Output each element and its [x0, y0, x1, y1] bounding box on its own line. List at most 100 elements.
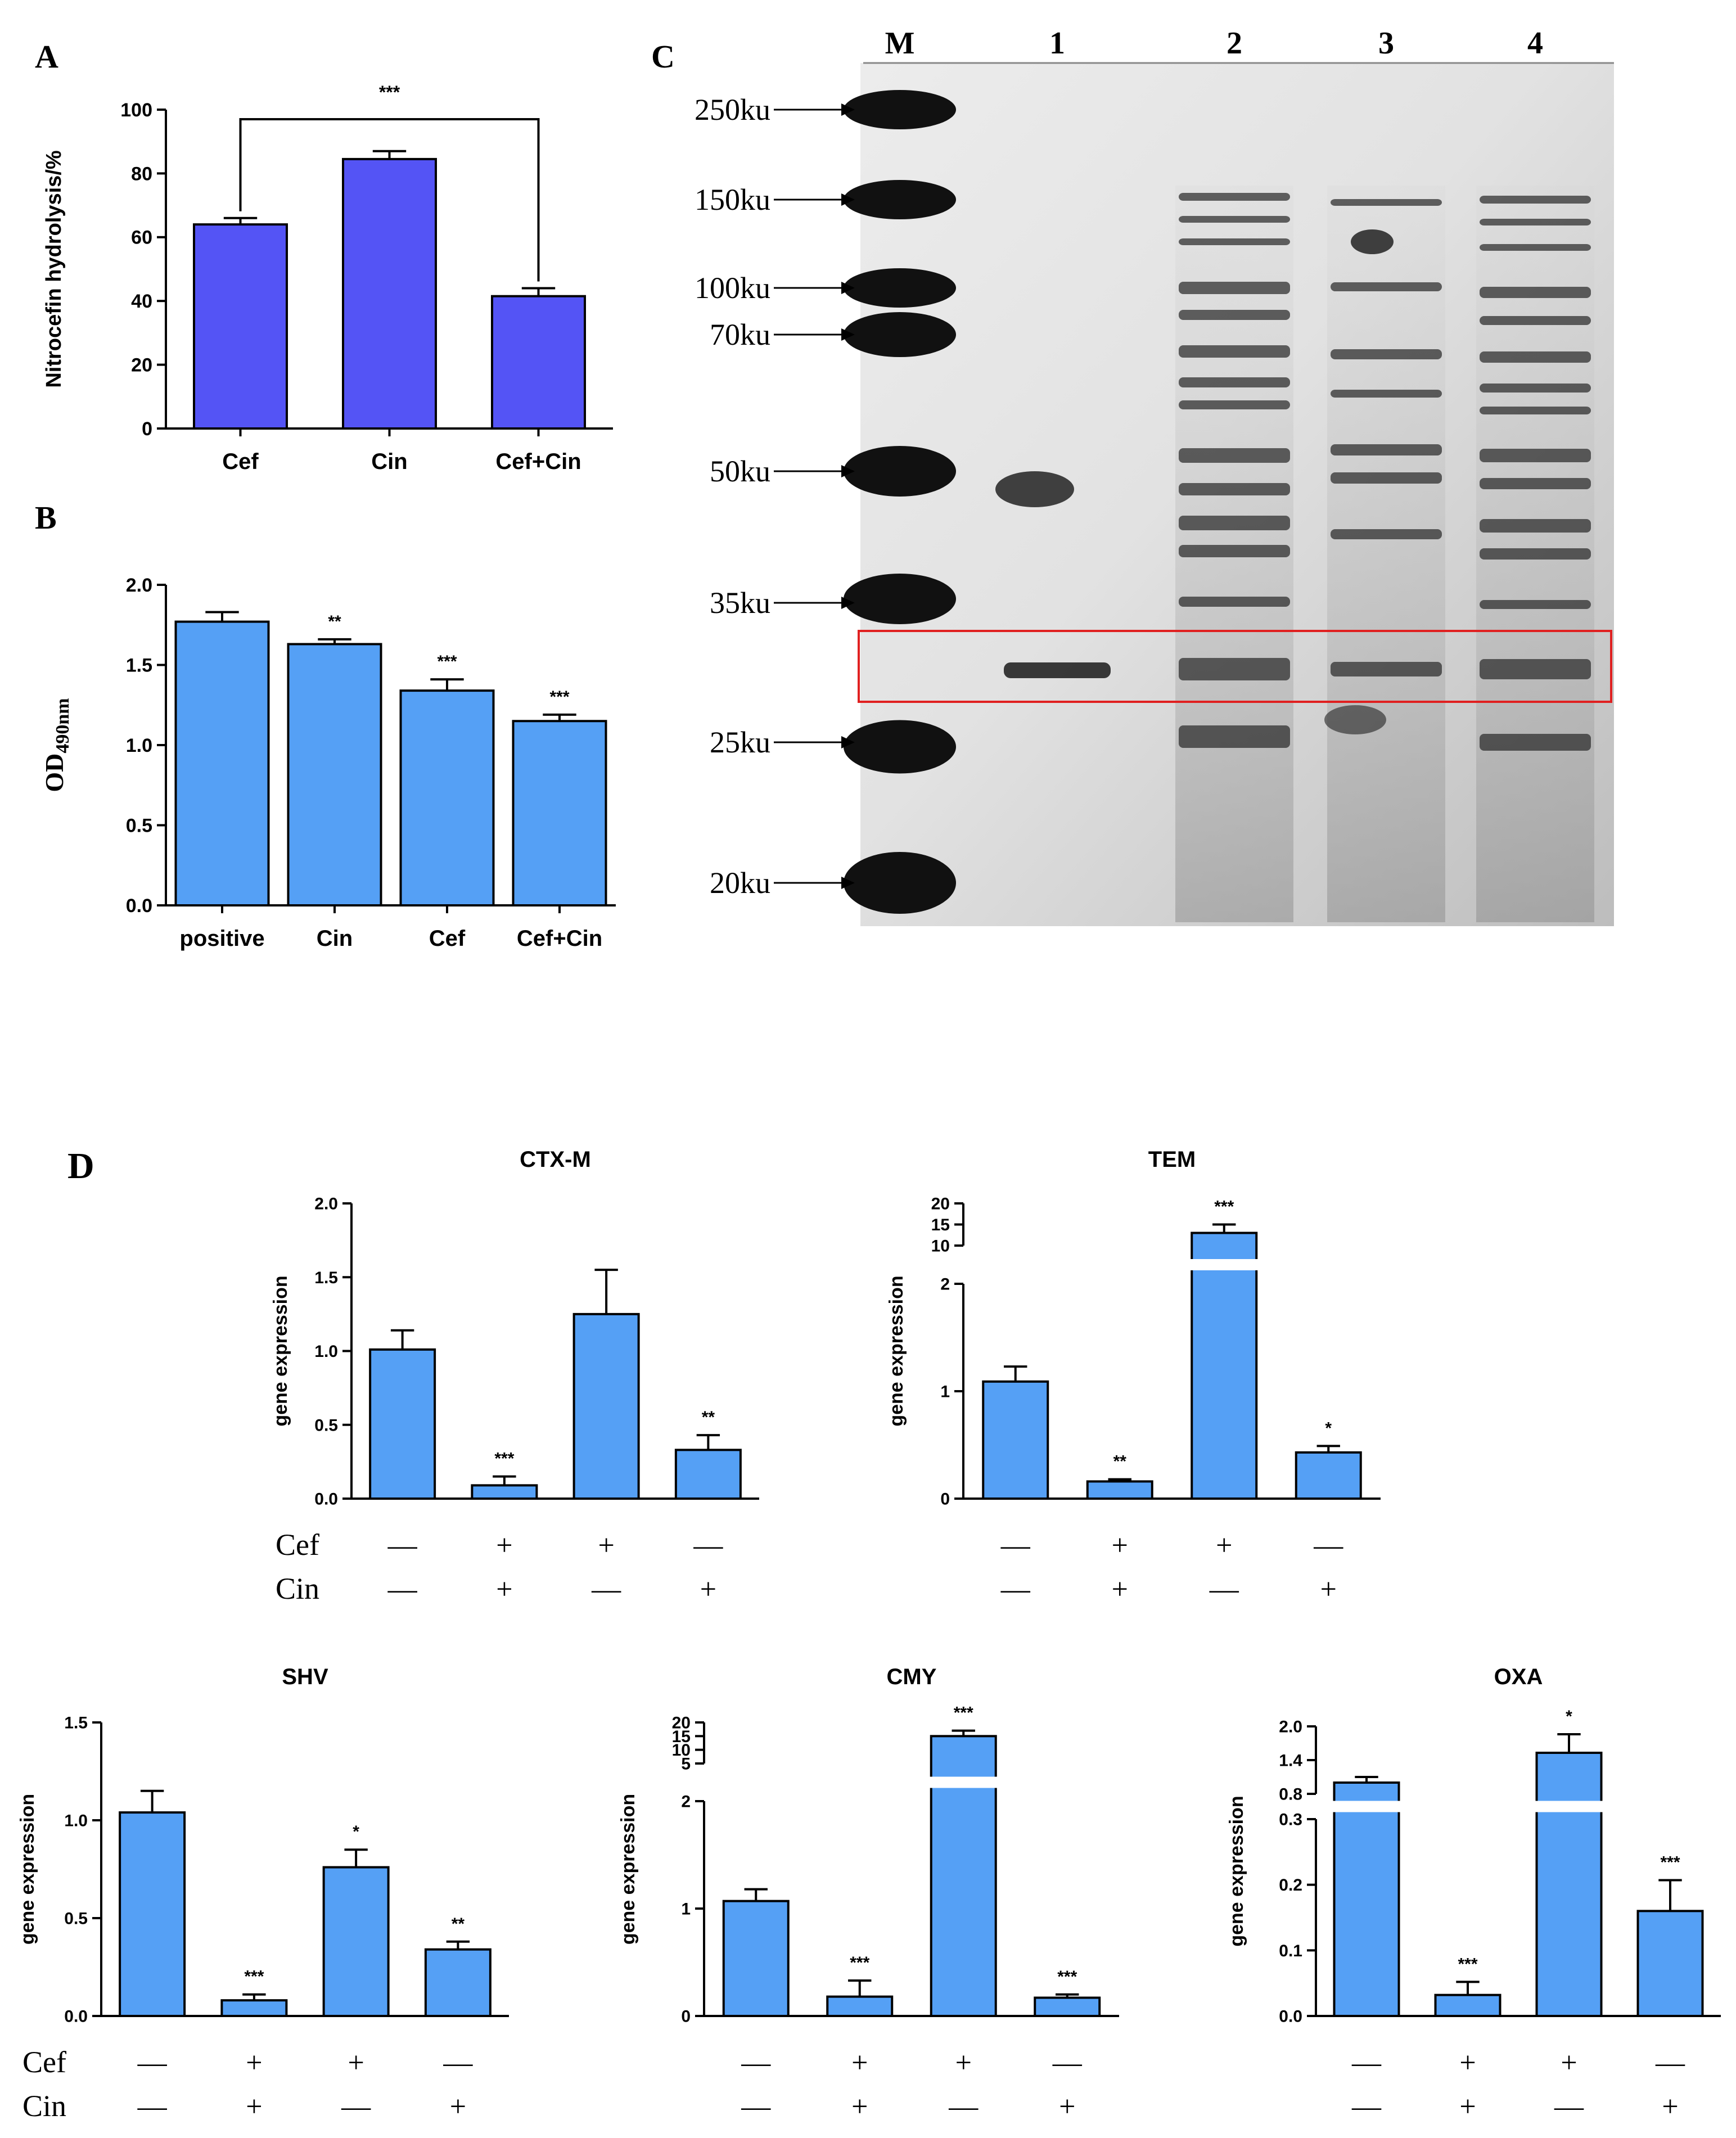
cef-sign: — — [1313, 1530, 1343, 1562]
panel-label-a: A — [35, 38, 58, 75]
cef-sign: + — [348, 2047, 364, 2079]
significance-label: * — [1566, 1707, 1572, 1726]
marker-band — [844, 446, 956, 497]
sample-band — [1179, 545, 1290, 557]
significance-label: *** — [1057, 1968, 1077, 1986]
chart-title: CMY — [887, 1665, 937, 1689]
y-tick-label: 60 — [131, 227, 152, 249]
cef-sign: — — [443, 2047, 473, 2079]
y-tick-label: 1.0 — [126, 735, 152, 756]
sample-band — [1480, 659, 1591, 679]
chart-tem: 0 1 2 10 15 20 gene expression TEM — — ** + + *** + — * —… — [886, 1147, 1381, 1605]
sample-band — [1179, 516, 1290, 530]
y-axis-label: gene expression — [270, 1275, 291, 1426]
bar — [287, 643, 382, 906]
sample-band — [1480, 600, 1591, 609]
x-tick-label: Cef+Cin — [495, 449, 581, 474]
lane-label: 2 — [1227, 26, 1242, 61]
marker-label: 150ku — [695, 183, 770, 216]
cin-sign: + — [1059, 2091, 1075, 2123]
highlight-box — [858, 630, 1612, 703]
y-axis-label: Nitrocefin hydrolysis/% — [42, 150, 66, 387]
cef-row-label: Cef — [22, 2045, 66, 2079]
bar — [826, 1995, 894, 2018]
bar — [399, 689, 495, 906]
cin-sign: — — [741, 2091, 771, 2123]
cef-sign: + — [1216, 1530, 1232, 1562]
y-tick-label: 0.3 — [1279, 1811, 1302, 1829]
bar — [1086, 1480, 1153, 1500]
sample-band — [1179, 238, 1290, 245]
y-tick-label: 10 — [931, 1237, 950, 1256]
y-tick-label: 0.5 — [314, 1416, 338, 1435]
lane-label: 3 — [1378, 26, 1394, 61]
cin-sign: + — [1459, 2091, 1476, 2123]
axis-break-gap — [1190, 1259, 1259, 1270]
y-axis-label: OD490nm — [40, 698, 73, 792]
chart-title: SHV — [282, 1665, 328, 1689]
sample-band — [1331, 529, 1442, 539]
bar — [322, 1866, 390, 2018]
y-tick-label: 1.5 — [126, 655, 152, 676]
y-tick-label: 0.0 — [64, 2008, 88, 2026]
bar — [722, 1900, 790, 2017]
y-tick-label: 2 — [681, 1793, 691, 1811]
cin-sign: — — [1554, 2091, 1584, 2123]
sample-band — [1179, 658, 1290, 680]
bar — [1034, 1996, 1101, 2018]
cef-sign: — — [387, 1530, 418, 1562]
sample-band — [1480, 219, 1591, 225]
gel-panel: M 1 2 3 4 250ku 150ku 100ku 70ku 50ku 35ku 25ku 20ku — [695, 26, 1614, 926]
marker-band — [844, 574, 956, 624]
cin-sign: — — [948, 2091, 979, 2123]
sample-band — [1179, 725, 1290, 748]
x-tick-label: Cin — [317, 926, 353, 951]
bar — [1295, 1451, 1362, 1500]
marker-arrowhead — [841, 328, 855, 341]
bracket-label: *** — [379, 82, 400, 102]
marker-label: 50ku — [710, 454, 770, 488]
axis-break-gap — [1332, 1801, 1401, 1812]
marker-arrowhead — [841, 193, 855, 206]
sample-band — [1331, 349, 1442, 359]
lane-label: 4 — [1527, 26, 1543, 61]
y-tick-label: 15 — [931, 1216, 950, 1234]
bar — [369, 1348, 436, 1500]
significance-label: ** — [328, 612, 341, 631]
sample-band — [1480, 384, 1591, 393]
significance-label: * — [353, 1823, 359, 1841]
significance-label: ** — [702, 1408, 715, 1427]
cin-sign: — — [387, 1573, 418, 1605]
gel-artifact — [995, 471, 1074, 507]
cef-sign: + — [496, 1530, 512, 1562]
cef-sign: + — [1112, 1530, 1128, 1562]
sample-band — [1331, 444, 1442, 455]
marker-label: 70ku — [710, 318, 770, 351]
cin-sign: + — [1320, 1573, 1337, 1605]
y-axis-label: gene expression — [617, 1794, 639, 1945]
significance-label: ** — [452, 1915, 465, 1933]
y-tick-label: 0.0 — [126, 895, 152, 917]
significance-label: *** — [244, 1968, 264, 1986]
y-tick-label: 0.5 — [126, 815, 152, 836]
cin-sign: + — [851, 2091, 868, 2123]
cef-sign: + — [851, 2047, 868, 2079]
y-tick-label: 15 — [672, 1727, 691, 1746]
x-tick-label: Cef+Cin — [517, 926, 602, 951]
sample-band — [1331, 282, 1442, 291]
sample-band — [1331, 199, 1442, 206]
cef-sign: + — [955, 2047, 972, 2079]
bar — [674, 1449, 742, 1500]
lane-label: M — [885, 26, 915, 61]
cin-sign: + — [450, 2091, 466, 2123]
y-tick-label: 5 — [681, 1755, 691, 1774]
y-axis-label: gene expression — [1226, 1796, 1247, 1946]
marker-arrowhead — [841, 736, 855, 748]
sample-band — [1480, 351, 1591, 363]
y-tick-label: 1 — [681, 1900, 691, 1919]
chart-title: CTX-M — [520, 1147, 591, 1172]
sample-band — [1179, 597, 1290, 607]
bar — [1434, 1993, 1501, 2018]
cef-sign: — — [137, 2047, 168, 2079]
chart-oxa: 0.0 0.1 0.2 0.3 0.8 1.4 2.0 gene expression OXA —… — [1226, 1665, 1721, 2123]
